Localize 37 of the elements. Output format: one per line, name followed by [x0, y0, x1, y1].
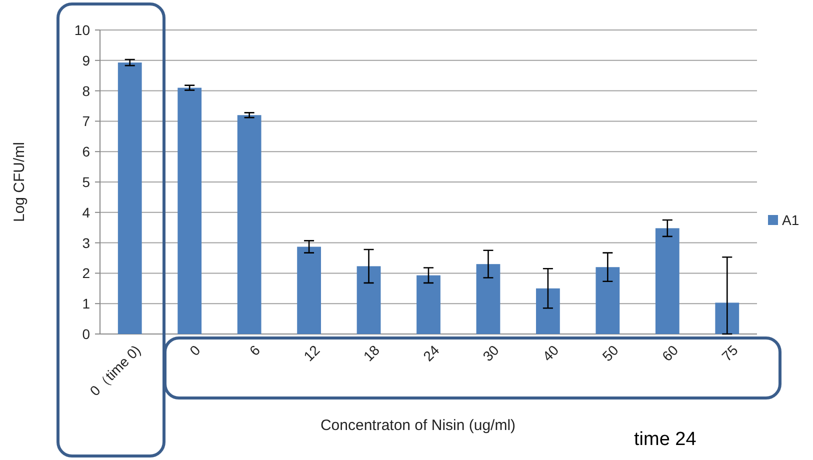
bar	[715, 302, 740, 334]
y-tick-label: 8	[82, 82, 90, 99]
bar	[596, 267, 620, 334]
x-tick-label: 40	[539, 342, 562, 364]
bar	[237, 115, 262, 334]
x-tick-label: 0（time 0)	[86, 342, 144, 399]
bar	[178, 88, 202, 334]
y-tick-label: 0	[82, 326, 90, 342]
y-tick-label: 4	[82, 204, 90, 220]
y-axis-title: Log CFU/ml	[11, 142, 28, 222]
x-tick-label: 30	[480, 342, 502, 364]
bar	[297, 246, 321, 334]
legend-label: A1	[782, 212, 800, 228]
bar	[476, 264, 500, 334]
bar	[655, 228, 680, 334]
y-tick-label: 7	[82, 113, 90, 130]
y-tick-label: 2	[82, 265, 90, 282]
x-tick-label: 0	[186, 342, 204, 359]
y-tick-label: 10	[74, 22, 90, 38]
bar	[356, 266, 381, 334]
x-tick-label: 50	[599, 342, 622, 364]
y-tick-label: 9	[82, 52, 90, 68]
y-tick-label: 1	[82, 296, 90, 312]
y-tick-label: 5	[82, 174, 90, 190]
bar	[416, 275, 440, 334]
bar	[536, 288, 560, 334]
x-tick-label: 75	[718, 342, 742, 364]
x-axis-title: Concentraton of Nisin (ug/ml)	[320, 417, 516, 434]
y-tick-label: 3	[82, 234, 90, 251]
y-tick-label: 6	[82, 144, 90, 160]
x-tick-label: 60	[658, 342, 682, 364]
bar	[118, 62, 142, 334]
x-tick-label: 24	[420, 342, 442, 364]
text: time 24	[634, 429, 697, 450]
x-tick-label: 18	[360, 342, 383, 364]
x-tick-label: 12	[300, 342, 323, 364]
x-tick-label: 6	[246, 342, 264, 359]
